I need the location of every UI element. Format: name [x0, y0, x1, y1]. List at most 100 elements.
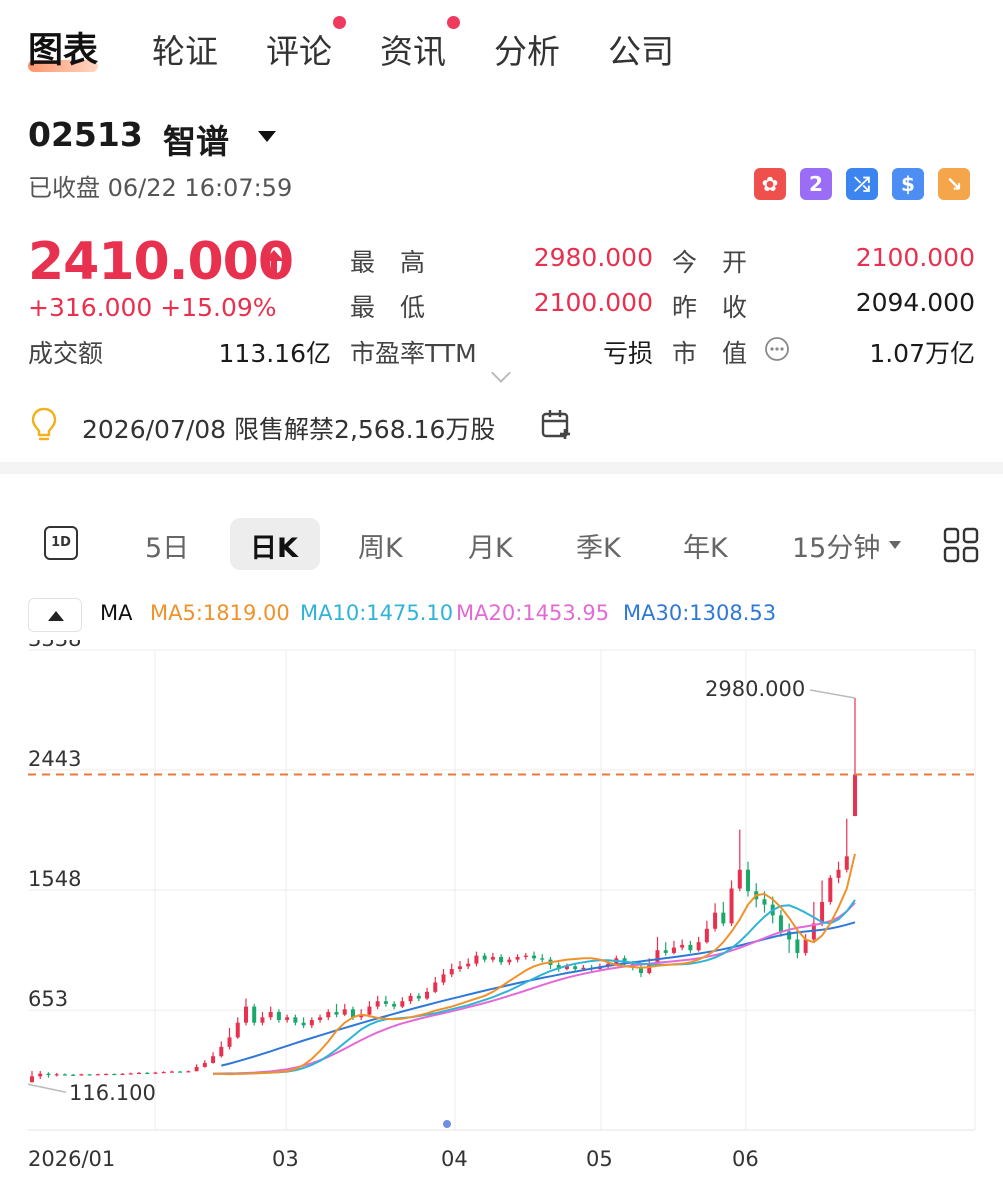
kline-chart[interactable]: 3338 2443 1548 653 2026/01 03 04 05 06 2980.000 11…: [0, 640, 1003, 1200]
candle-body: [737, 869, 742, 889]
y-tick-label: 1548: [28, 867, 81, 891]
tab-analysis[interactable]: 分析: [494, 32, 560, 71]
tab-company[interactable]: 公司: [608, 32, 674, 71]
prev-close-value: 2094.000: [855, 288, 975, 317]
ma20-line: [213, 902, 856, 1075]
candle-body: [820, 901, 825, 924]
active-tab-underline: [28, 60, 98, 72]
last-price: 2410.000: [28, 232, 294, 292]
period-dropdown-icon[interactable]: [888, 540, 902, 550]
candle-body: [62, 1074, 67, 1076]
ma5-line: [213, 853, 856, 1076]
more-info-icon[interactable]: [764, 336, 790, 362]
candle-body: [581, 967, 586, 970]
shuffle-icon[interactable]: ⤮: [846, 168, 878, 200]
candle-body: [803, 939, 808, 953]
candle-body: [663, 950, 668, 953]
tab-chart[interactable]: 图表: [28, 31, 99, 71]
intraday-1d-icon[interactable]: 1D: [44, 526, 78, 560]
event-marker: [443, 1120, 451, 1128]
y-tick-label: 3338: [28, 640, 81, 651]
candle-body: [227, 1037, 232, 1047]
prev-close-label: 昨 收: [672, 293, 748, 322]
candle-body: [252, 1006, 257, 1023]
candle-body: [671, 947, 676, 953]
candle-body: [540, 958, 545, 960]
candle-body: [713, 912, 718, 929]
period-selector: 1D 5日 日K 周K 月K 季K 年K 15分钟: [0, 518, 1003, 572]
x-tick-label: 2026/01: [28, 1147, 115, 1171]
period-quarterly-k[interactable]: 季K: [576, 533, 621, 564]
min-price-label: 116.100: [69, 1081, 156, 1105]
low-value: 2100.000: [533, 288, 653, 317]
candle-body: [367, 1006, 372, 1015]
arrow-up-icon: [264, 250, 284, 274]
x-tick-label: 04: [441, 1147, 468, 1171]
candle-body: [145, 1072, 150, 1075]
candle-body: [482, 955, 487, 960]
trend-down-icon[interactable]: ↘: [938, 168, 970, 200]
candle-body: [120, 1073, 125, 1075]
tab-news[interactable]: 资讯: [380, 32, 446, 71]
y-tick-label: 653: [28, 987, 68, 1011]
candle-body: [836, 869, 841, 878]
candle-body: [556, 964, 561, 970]
candle-body: [795, 939, 800, 953]
candle-body: [211, 1056, 216, 1063]
ma-legend: MA MA5:1819.00 MA10:1475.10 MA20:1453.95…: [28, 598, 988, 632]
indicator-collapse-toggle[interactable]: [28, 598, 82, 632]
candle-body: [87, 1074, 92, 1076]
caret-down-icon[interactable]: [258, 131, 276, 142]
candle-body: [342, 1009, 347, 1015]
period-yearly-k[interactable]: 年K: [683, 533, 728, 564]
candle-body: [285, 1017, 290, 1020]
comments-notification-dot: [333, 16, 346, 29]
candle-body: [161, 1072, 166, 1074]
candle-body: [490, 956, 495, 960]
candle-body: [746, 869, 751, 892]
candle-body: [136, 1072, 141, 1075]
candle-body: [301, 1022, 306, 1026]
candle-body: [104, 1073, 109, 1076]
active-period-pill: [230, 518, 320, 570]
candle-body: [425, 991, 430, 999]
candle-body: [375, 1001, 380, 1007]
candle-body: [309, 1019, 314, 1026]
dollar-icon[interactable]: $: [892, 168, 924, 200]
x-tick-label: 03: [272, 1147, 299, 1171]
candle-body: [507, 959, 512, 963]
tab-warrants[interactable]: 轮证: [152, 32, 218, 71]
tab-comments[interactable]: 评论: [266, 32, 332, 71]
candle-body: [169, 1071, 174, 1073]
calendar-add-icon[interactable]: [540, 408, 572, 440]
candle-body: [433, 982, 438, 992]
candle-body: [128, 1073, 133, 1075]
stock-name: 智谱: [163, 122, 229, 161]
period-monthly-k[interactable]: 月K: [468, 533, 513, 564]
candle-body: [466, 963, 471, 967]
level2-icon[interactable]: 2: [800, 168, 832, 200]
expand-quotes-chevron-icon[interactable]: [491, 363, 511, 383]
ma30-value: MA30:1308.53: [623, 601, 777, 625]
triangle-up-icon: [48, 611, 64, 621]
open-label: 今 开: [672, 248, 748, 277]
period-15min[interactable]: 15分钟: [792, 533, 881, 564]
max-price-label: 2980.000: [705, 677, 805, 701]
period-5d[interactable]: 5日: [145, 533, 190, 564]
layout-grid-icon[interactable]: [943, 527, 979, 563]
period-daily-k[interactable]: 日K: [250, 533, 298, 564]
candle-body: [359, 1014, 364, 1018]
candle-body: [350, 1009, 355, 1018]
candle-body: [235, 1022, 240, 1038]
candle-body: [532, 955, 537, 959]
high-value: 2980.000: [533, 243, 653, 272]
ma5-value: MA5:1819.00: [150, 601, 290, 625]
hk-flag-icon[interactable]: ✿: [754, 168, 786, 200]
candle-body: [457, 966, 462, 970]
period-weekly-k[interactable]: 周K: [358, 533, 403, 564]
candle-body: [318, 1017, 323, 1020]
candle-body: [268, 1011, 273, 1018]
candle-body: [704, 928, 709, 943]
lockup-notice-text: 2026/07/08 限售解禁2,568.16万股: [82, 415, 496, 444]
candle-body: [696, 942, 701, 951]
